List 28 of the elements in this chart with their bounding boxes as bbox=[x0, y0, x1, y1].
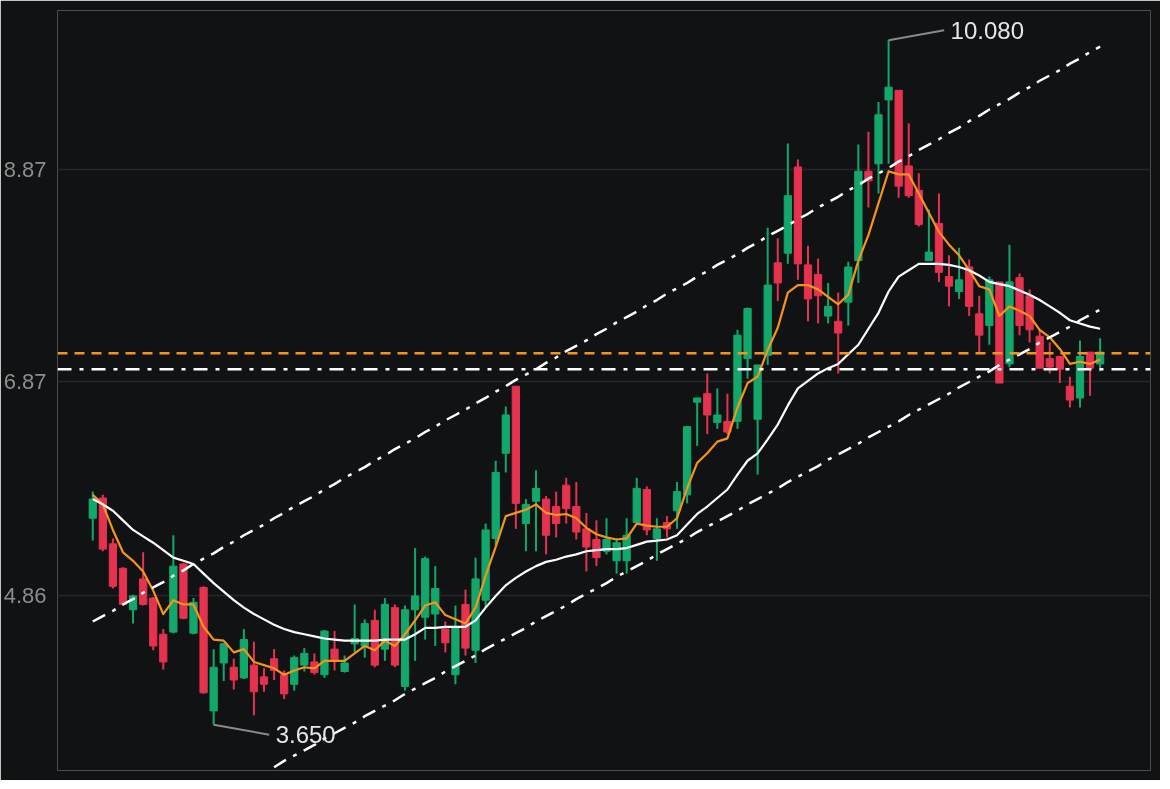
candlestick bbox=[773, 237, 782, 303]
candlestick bbox=[330, 630, 339, 672]
candlestick bbox=[824, 281, 833, 325]
candlestick bbox=[229, 657, 238, 691]
candlestick bbox=[672, 481, 682, 530]
candlestick bbox=[410, 547, 420, 662]
candlestick bbox=[834, 291, 843, 375]
candlestick bbox=[954, 246, 964, 300]
candlestick bbox=[693, 396, 702, 447]
candlestick bbox=[944, 254, 954, 308]
candlestick bbox=[884, 39, 893, 165]
candlestick bbox=[88, 490, 97, 542]
candlestick bbox=[703, 372, 712, 436]
annotation: 10.080 bbox=[950, 16, 1024, 44]
candlestick bbox=[1065, 375, 1075, 409]
annotation: 3.650 bbox=[275, 721, 336, 749]
candlestick bbox=[1055, 355, 1064, 385]
candlestick bbox=[652, 517, 662, 562]
candlestick bbox=[441, 620, 450, 654]
candlestick bbox=[531, 469, 541, 553]
y-tick-label: 6.87 bbox=[3, 369, 47, 395]
y-tick-label: 8.87 bbox=[3, 156, 47, 182]
candlestick bbox=[924, 208, 933, 262]
candlestick bbox=[280, 669, 289, 701]
candlestick bbox=[259, 667, 269, 693]
candlestick bbox=[219, 641, 228, 683]
y-tick-label: 4.86 bbox=[3, 583, 47, 609]
candlestick bbox=[713, 387, 722, 430]
